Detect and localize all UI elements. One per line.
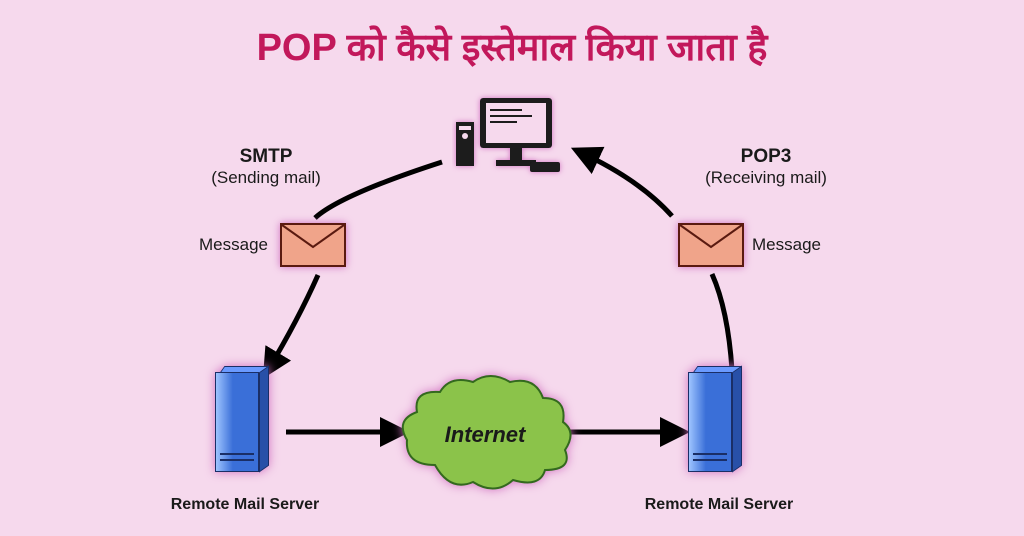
pop3-subtitle: (Receiving mail) bbox=[686, 168, 846, 188]
pop3-title: POP3 bbox=[686, 146, 846, 168]
server-left-label: Remote Mail Server bbox=[150, 496, 340, 514]
message-right-label: Message bbox=[752, 235, 821, 255]
smtp-title: SMTP bbox=[196, 146, 336, 168]
server-left-icon bbox=[215, 366, 273, 472]
computer-icon bbox=[452, 90, 572, 180]
internet-cloud-icon: Internet bbox=[395, 370, 575, 500]
envelope-left-icon bbox=[280, 223, 346, 267]
internet-label: Internet bbox=[395, 422, 575, 448]
server-right-label: Remote Mail Server bbox=[624, 496, 814, 514]
server-right-icon bbox=[688, 366, 746, 472]
smtp-label: SMTP (Sending mail) bbox=[196, 146, 336, 188]
envelope-right-icon bbox=[678, 223, 744, 267]
pop3-label: POP3 (Receiving mail) bbox=[686, 146, 846, 188]
smtp-subtitle: (Sending mail) bbox=[196, 168, 336, 188]
message-left-label: Message bbox=[199, 235, 268, 255]
